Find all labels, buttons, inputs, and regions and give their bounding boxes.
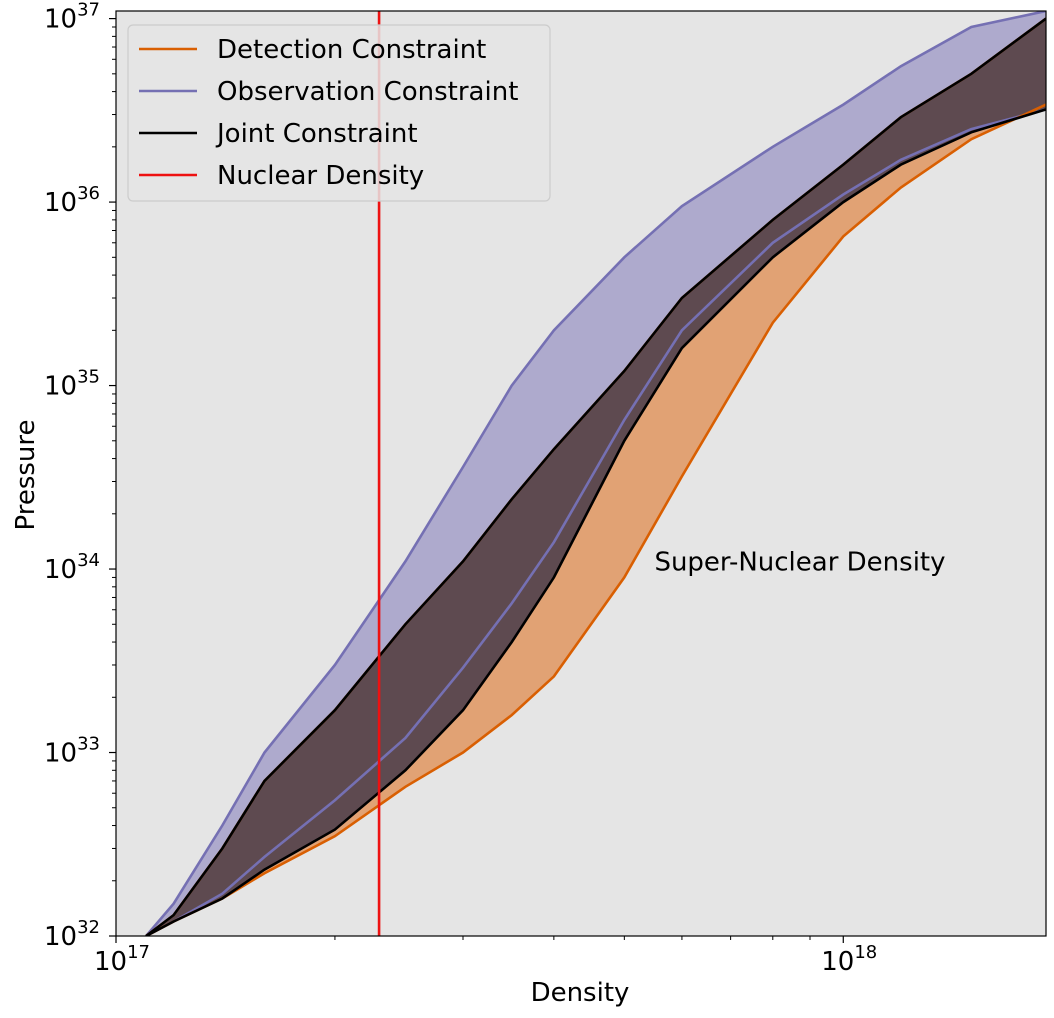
detection-constraint-lower-line [145, 103, 1046, 936]
x-tick-label: 1018 [821, 942, 877, 977]
joint-constraint-band [146, 18, 1046, 936]
legend-box [127, 24, 551, 202]
constraint-bands [146, 11, 1046, 936]
y-tick-label: 1037 [44, 0, 100, 35]
y-tick-label: 1035 [44, 367, 100, 402]
y-tick-label: 1034 [44, 550, 100, 585]
super-nuclear-annotation: Super-Nuclear Density [654, 547, 945, 577]
observation-constraint-lower-line [145, 108, 1046, 936]
legend-label-detection-constraint: Detection Constraint [217, 35, 486, 65]
y-tick-label: 1036 [44, 183, 100, 218]
observation-constraint-upper-line [145, 11, 1046, 936]
legend-label-observation-constraint: Observation Constraint [217, 77, 518, 107]
y-tick-label: 1033 [44, 734, 100, 769]
plot-frame [115, 10, 1047, 937]
legend-label-nuclear-density: Nuclear Density [217, 161, 424, 191]
joint-constraint-upper-line [145, 17, 1046, 936]
axis-ticks: 1017 1018 1032 1033 1034 1035 1036 1037 [44, 0, 877, 977]
legend: Detection Constraint Observation Constrai… [127, 24, 551, 202]
joint-constraint-lower-line [145, 108, 1046, 936]
x-axis-label: Density [531, 978, 630, 1008]
y-tick-label: 1032 [44, 917, 100, 952]
constraint-lines [145, 11, 1046, 936]
legend-label-joint-constraint: Joint Constraint [215, 119, 418, 149]
x-tick-label: 1017 [94, 942, 150, 977]
y-axis-label: Pressure [11, 419, 41, 530]
